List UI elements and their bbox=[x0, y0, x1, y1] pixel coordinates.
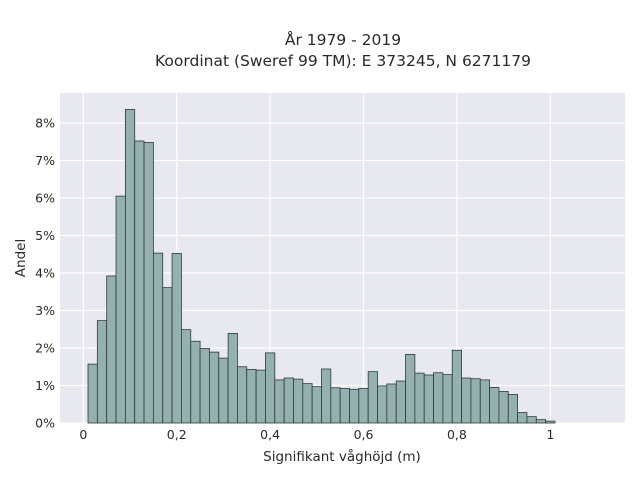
histogram-bar bbox=[386, 383, 397, 424]
histogram-bar bbox=[152, 252, 164, 424]
histogram-bar bbox=[227, 332, 238, 424]
histogram-bar bbox=[171, 253, 182, 424]
histogram-bar bbox=[96, 320, 108, 424]
histogram-bar bbox=[143, 142, 154, 424]
histogram-bar bbox=[106, 275, 117, 424]
histogram-bar bbox=[451, 349, 462, 424]
y-tick-label: 5% bbox=[35, 228, 55, 243]
histogram-bar bbox=[330, 387, 341, 424]
chart-title-line2: Koordinat (Sweref 99 TM): E 373245, N 62… bbox=[155, 52, 531, 70]
histogram-bar bbox=[349, 388, 360, 424]
histogram-bar bbox=[246, 368, 257, 424]
histogram-bar bbox=[311, 386, 322, 424]
y-tick-label: 4% bbox=[35, 266, 55, 281]
tick-labels: 0 0,2 0,4 0,6 0,8 1 0% 1% 2% 3% 4% 5% 6% 7% 8% bbox=[35, 116, 554, 443]
y-tick-label: 1% bbox=[35, 378, 55, 393]
histogram-bar bbox=[321, 368, 332, 424]
y-tick-label: 0% bbox=[35, 416, 55, 431]
bars bbox=[87, 109, 556, 424]
histogram-bar bbox=[293, 378, 304, 424]
histogram-bar bbox=[274, 379, 285, 424]
y-tick-label: 2% bbox=[35, 341, 55, 356]
histogram-bar bbox=[377, 385, 388, 424]
histogram-bar bbox=[265, 352, 276, 424]
histogram-bar bbox=[124, 109, 136, 424]
histogram-bar bbox=[115, 195, 126, 424]
chart-title-line1: År 1979 - 2019 bbox=[285, 30, 401, 49]
histogram-bar bbox=[414, 372, 425, 424]
y-tick-label: 3% bbox=[35, 303, 55, 318]
y-tick-label: 8% bbox=[35, 116, 55, 131]
histogram-bar bbox=[181, 329, 192, 424]
histogram-bar bbox=[134, 140, 145, 424]
histogram-bar bbox=[442, 374, 453, 424]
histogram-bar bbox=[479, 379, 490, 424]
histogram-bar bbox=[218, 357, 229, 424]
histogram-bar bbox=[489, 386, 500, 424]
histogram-bar bbox=[423, 374, 434, 424]
y-axis-label: Andel bbox=[13, 239, 29, 277]
x-tick-label: 0,4 bbox=[260, 427, 280, 442]
histogram-bar bbox=[209, 351, 220, 424]
histogram-bar bbox=[87, 363, 98, 424]
x-tick-label: 0,6 bbox=[354, 427, 374, 442]
histogram-bar bbox=[395, 380, 406, 424]
histogram-bar bbox=[367, 371, 378, 424]
histogram-bar bbox=[405, 353, 416, 424]
histogram-bar bbox=[545, 420, 556, 424]
histogram-bar bbox=[283, 377, 294, 424]
y-tick-label: 7% bbox=[35, 153, 55, 168]
y-tick-label: 6% bbox=[35, 191, 55, 206]
histogram-bar bbox=[190, 340, 201, 424]
histogram-bar bbox=[358, 388, 369, 424]
histogram-bar bbox=[237, 366, 248, 424]
histogram-bar bbox=[498, 391, 509, 424]
histogram-bar bbox=[470, 378, 481, 424]
histogram-bar bbox=[199, 347, 210, 424]
histogram-bar bbox=[339, 388, 350, 424]
x-tick-label: 1 bbox=[546, 427, 554, 442]
x-tick-label: 0,8 bbox=[447, 427, 467, 442]
histogram-bar bbox=[507, 394, 519, 424]
histogram-bar bbox=[517, 412, 528, 424]
histogram-bar bbox=[255, 369, 266, 424]
histogram-bar bbox=[162, 287, 173, 424]
histogram-bar bbox=[302, 383, 313, 424]
x-tick-label: 0,2 bbox=[167, 427, 187, 442]
histogram-bar bbox=[526, 416, 537, 424]
x-tick-label: 0 bbox=[79, 427, 87, 442]
histogram-bar bbox=[535, 419, 547, 424]
histogram-bar bbox=[461, 377, 472, 424]
histogram-bar bbox=[433, 372, 444, 424]
x-axis-label: Signifikant våghöjd (m) bbox=[263, 448, 421, 465]
